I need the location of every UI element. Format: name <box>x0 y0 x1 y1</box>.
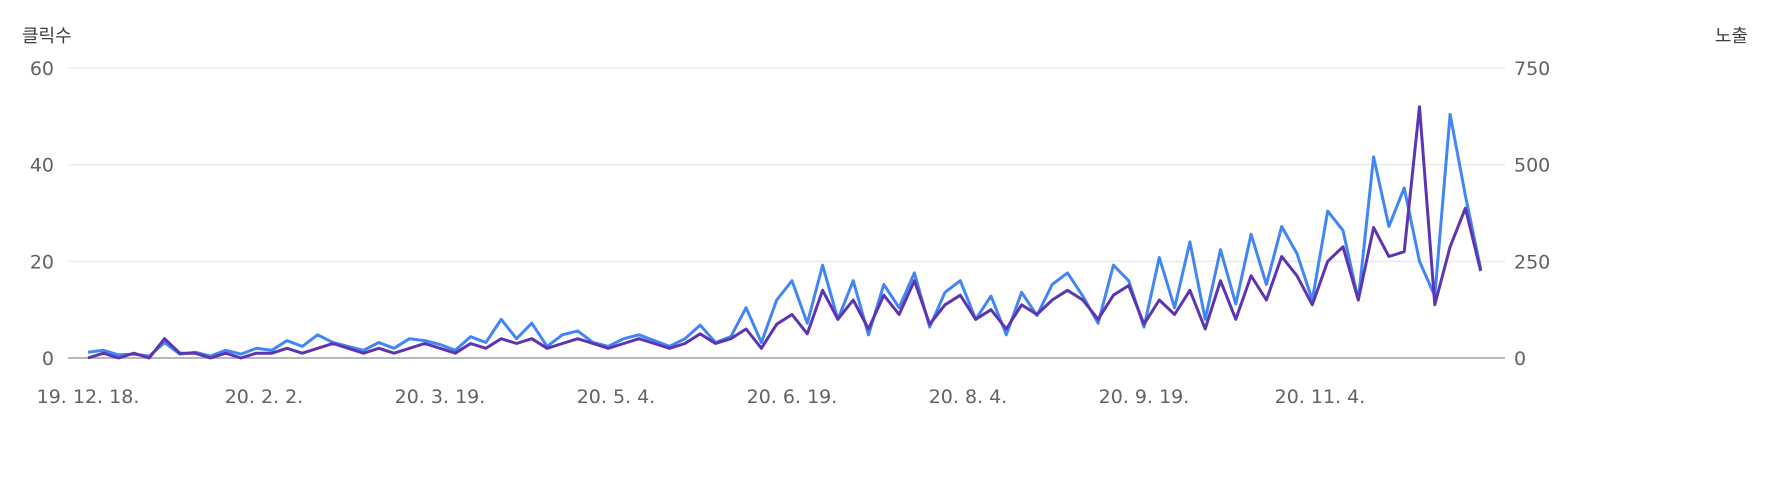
right-tick-label: 750 <box>1514 58 1550 80</box>
impressions-series-line <box>87 112 1483 358</box>
right-tick-label: 0 <box>1514 348 1526 370</box>
x-tick-label: 20. 8. 4. <box>929 386 1008 408</box>
left-tick-label: 20 <box>30 251 54 273</box>
x-tick-label: 20. 3. 19. <box>395 386 486 408</box>
x-tick-label: 20. 2. 2. <box>225 386 304 408</box>
right-tick-label: 500 <box>1514 155 1550 177</box>
x-tick-label: 20. 5. 4. <box>577 386 656 408</box>
left-axis-title: 클릭수 <box>22 26 72 47</box>
right-axis-title: 노출 <box>1715 26 1748 47</box>
x-tick-label: 20. 9. 19. <box>1099 386 1190 408</box>
x-tick-label: 19. 12. 18. <box>37 386 140 408</box>
x-tick-label: 20. 6. 19. <box>747 386 838 408</box>
x-tick-label: 20. 11. 4. <box>1275 386 1366 408</box>
left-tick-label: 0 <box>42 348 54 370</box>
left-tick-label: 60 <box>30 58 54 80</box>
left-tick-label: 40 <box>30 155 54 177</box>
right-tick-label: 250 <box>1514 251 1550 273</box>
clicks-series-line <box>87 105 1483 360</box>
